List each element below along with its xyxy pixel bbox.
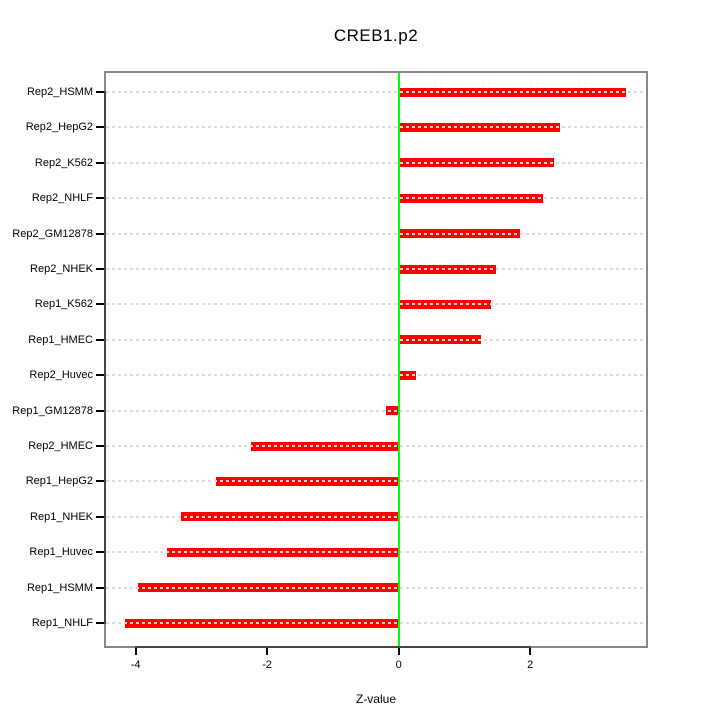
gridline [106,445,646,447]
y-axis-label: Rep2_HSMM [26,86,93,98]
gridline [106,374,646,377]
y-axis-label: Rep1_GM12878 [12,404,93,417]
y-axis-tick [96,161,104,164]
y-axis-label: Rep2_NHEK [30,263,93,275]
gridline [106,197,646,200]
y-axis-tick [96,409,104,412]
plot-area [104,71,648,648]
gridline [106,232,646,235]
y-axis-tick [96,303,104,306]
x-axis-tick-label: 2 [527,659,534,671]
y-axis-tick [96,445,104,447]
y-axis-label: Rep1_NHLF [31,617,93,629]
gridline [106,586,646,589]
y-axis-tick [96,91,104,93]
gridline [106,409,646,412]
y-axis-tick [96,338,104,341]
y-axis-label: Rep2_HMEC [28,440,93,452]
y-axis-tick [96,551,104,554]
gridline [106,161,646,164]
y-axis-tick [96,374,104,377]
zero-reference-line [397,73,400,646]
gridline [106,622,646,624]
y-axis-label: Rep1_Huvec [29,546,93,559]
gridline [106,126,646,129]
gridline [106,480,646,483]
gridline [106,268,646,270]
y-axis-line [104,91,106,624]
y-axis-tick [96,232,104,235]
y-axis-label: Rep2_K562 [34,156,93,169]
x-axis-tick-label: -4 [130,659,141,671]
x-axis-tick-label: -2 [262,659,273,671]
y-axis-tick [96,126,104,129]
y-axis-tick [96,622,104,624]
y-axis-label: Rep1_HMEC [28,333,93,346]
y-axis-label: Rep1_NHEK [30,510,93,523]
y-axis-label: Rep2_GM12878 [12,227,93,240]
y-axis-tick [96,197,104,200]
y-axis-tick [96,480,104,483]
y-axis-tick [96,515,104,518]
y-axis-label: Rep2_NHLF [31,192,93,205]
x-axis-title: Z-value [355,692,396,706]
x-axis-tick [529,648,532,655]
x-axis-line [134,646,532,648]
gridline [106,303,646,306]
x-axis-tick [266,648,269,655]
y-axis-label: Rep1_HepG2 [25,475,93,488]
gridline [106,551,646,554]
x-axis-tick [134,648,137,655]
gridline [106,338,646,341]
y-axis-tick [96,586,104,589]
y-axis-label: Rep1_K562 [34,298,93,311]
y-axis-label: Rep2_Huvec [29,369,93,382]
x-axis-tick-label: 0 [395,659,402,671]
y-axis-label: Rep1_HSMM [26,581,93,594]
gridline [106,91,646,93]
y-axis-label: Rep2_HepG2 [25,121,93,134]
y-axis-tick [96,268,104,270]
x-axis-tick [397,648,400,655]
gridline [106,515,646,518]
chart-title: CREB1.p2 [333,26,419,45]
